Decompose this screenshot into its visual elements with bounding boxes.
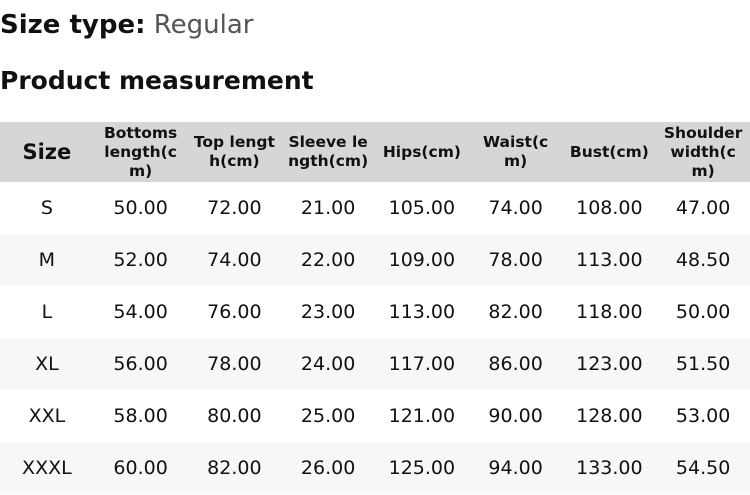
column-header: Shoulder width(cm) (656, 122, 750, 182)
value-cell: 21.00 (300, 197, 356, 219)
size-cell: XXXL (0, 442, 94, 494)
value-cell: 47.00 (675, 197, 731, 219)
value-cell: 82.00 (488, 301, 543, 323)
table-row: M 52.00 74.00 22.00 109.00 78.00 113.00 48.50 (0, 234, 750, 286)
value-cell: 108.00 (576, 197, 643, 219)
value-cell: 72.00 (207, 197, 262, 219)
value-cell: 54.00 (113, 301, 168, 323)
value-cell: 25.00 (300, 405, 356, 427)
value-cell: 113.00 (562, 234, 657, 286)
column-header: Waist(cm) (468, 122, 563, 182)
value-cell: 78.00 (187, 338, 282, 390)
column-header: Top length(cm) (187, 122, 282, 182)
column-header-label: Waist(cm) (483, 133, 549, 170)
value-cell: 121.00 (388, 405, 456, 427)
column-header: Size (0, 122, 94, 182)
column-header-label: Shoulder width(cm) (663, 123, 743, 180)
value-cell: 51.50 (656, 338, 750, 390)
value-cell: 53.00 (675, 405, 731, 427)
value-cell: 109.00 (375, 234, 469, 286)
value-cell: 60.00 (93, 442, 188, 494)
value-cell: 94.00 (468, 442, 563, 494)
size-cell: S (40, 197, 53, 219)
value-cell: 133.00 (562, 442, 657, 494)
value-cell: 105.00 (388, 197, 456, 219)
column-header-label: Bust(cm) (569, 142, 649, 161)
size-cell: M (0, 234, 94, 286)
value-cell: 117.00 (375, 338, 469, 390)
value-cell: 56.00 (93, 338, 188, 390)
value-cell: 128.00 (576, 405, 643, 427)
measurement-table: Size Bottoms length(cm) Top length(cm) Slee… (0, 122, 750, 494)
value-cell: 50.00 (675, 301, 731, 323)
value-cell: 26.00 (281, 442, 375, 494)
value-cell: 24.00 (281, 338, 375, 390)
value-cell: 80.00 (207, 405, 262, 427)
size-cell: XL (0, 338, 94, 390)
size-cell: XXL (28, 405, 66, 427)
value-cell: 86.00 (468, 338, 563, 390)
value-cell: 74.00 (488, 197, 543, 219)
value-cell: 90.00 (488, 405, 543, 427)
table-row: XXL 58.00 80.00 25.00 121.00 90.00 128.00 53.00 (0, 390, 750, 442)
value-cell: 118.00 (576, 301, 643, 323)
value-cell: 76.00 (207, 301, 262, 323)
size-cell: L (41, 301, 53, 323)
column-header-label: Top length(cm) (193, 133, 275, 170)
table-header-row: Size Bottoms length(cm) Top length(cm) Slee… (0, 122, 750, 182)
value-cell: 58.00 (113, 405, 168, 427)
value-cell: 125.00 (375, 442, 469, 494)
value-cell: 48.50 (656, 234, 750, 286)
column-header: Hips(cm) (375, 122, 469, 182)
column-header: Sleeve length(cm) (281, 122, 375, 182)
size-type-value: Regular (153, 10, 254, 40)
column-header-label: Sleeve length(cm) (288, 133, 369, 170)
value-cell: 54.50 (656, 442, 750, 494)
value-cell: 82.00 (187, 442, 282, 494)
value-cell: 78.00 (468, 234, 563, 286)
table-row: XXXL 60.00 82.00 26.00 125.00 94.00 133.00 54.5… (0, 442, 750, 494)
table-row: XL 56.00 78.00 24.00 117.00 86.00 123.00 51.50 (0, 338, 750, 390)
column-header-label: Bottoms length(cm) (103, 123, 178, 180)
value-cell: 113.00 (388, 301, 456, 323)
column-header-label: Hips(cm) (382, 142, 461, 161)
size-type: Size type: Regular (0, 10, 253, 40)
value-cell: 22.00 (281, 234, 375, 286)
table-row: S 50.00 72.00 21.00 105.00 74.00 108.00 47.00 (0, 182, 750, 234)
table-row: L 54.00 76.00 23.00 113.00 82.00 118.00 50.00 (0, 286, 750, 338)
value-cell: 123.00 (562, 338, 657, 390)
value-cell: 74.00 (187, 234, 282, 286)
value-cell: 23.00 (300, 301, 356, 323)
value-cell: 52.00 (93, 234, 188, 286)
column-header: Bottoms length(cm) (93, 122, 188, 182)
value-cell: 50.00 (113, 197, 168, 219)
size-type-label: Size type: (0, 10, 146, 40)
column-header: Bust(cm) (562, 122, 657, 182)
section-title: Product measurement (0, 66, 314, 95)
